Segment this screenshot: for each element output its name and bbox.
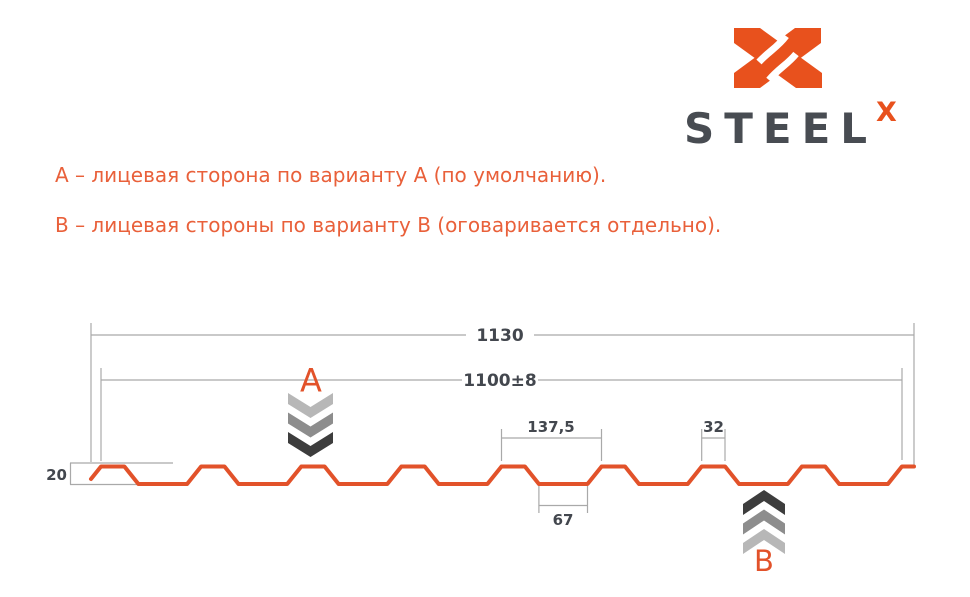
dim-label-valley-bottom: 67: [553, 511, 574, 529]
dim-useful-width: 1100±8: [100, 368, 903, 461]
marker-a-letter: А: [300, 362, 322, 400]
note-variant-a: А – лицевая сторона по варианту А (по ум…: [55, 163, 607, 187]
chevron-up-dark-icon: [743, 490, 785, 515]
steelx-logo-mark-icon: [734, 28, 822, 88]
logo-bar-ne-sw: [734, 28, 821, 88]
chevron-down-light-icon: [288, 393, 333, 418]
dim-label-total-width: 1130: [476, 326, 523, 346]
chevron-up-mid-icon: [743, 509, 785, 535]
dim-label-wave-pitch: 137,5: [527, 418, 574, 436]
logo-white-cut-upper: [756, 33, 789, 65]
brand-wordmark: STEEL: [684, 104, 878, 153]
dim-crest-top: 32: [701, 418, 726, 461]
chevron-down-dark-icon: [288, 432, 333, 457]
dim-total-width: 1130: [90, 323, 915, 465]
dim-label-crest-top: 32: [703, 418, 724, 436]
dim-label-profile-height: 20: [46, 466, 67, 484]
marker-front-side: А: [288, 362, 333, 457]
marker-back-side: B: [743, 490, 785, 578]
chevron-down-mid-icon: [288, 412, 333, 438]
logo-white-cut-lower: [766, 51, 799, 83]
dim-label-useful-width: 1100±8: [463, 371, 536, 391]
dim-valley-bottom: 67: [538, 486, 589, 529]
note-variant-b: В – лицевая стороны по варианту В (огова…: [55, 213, 722, 237]
dim-wave-pitch: 137,5: [500, 418, 603, 461]
sheet-profile-path: [89, 464, 916, 486]
chevron-up-light-icon: [743, 529, 785, 554]
marker-b-letter: B: [754, 544, 774, 578]
brand-wordmark-x: x: [876, 97, 897, 128]
